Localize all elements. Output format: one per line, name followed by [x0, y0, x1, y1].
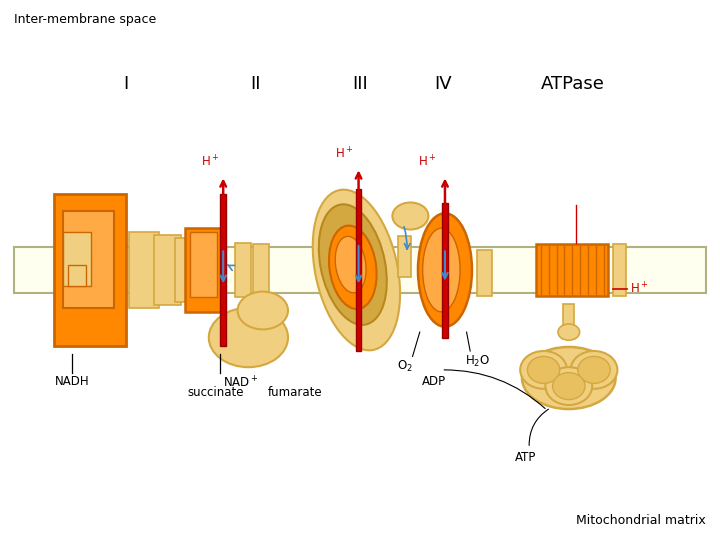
Bar: [129, 232, 159, 308]
Text: NADH: NADH: [55, 375, 89, 388]
Bar: [564, 303, 575, 339]
Ellipse shape: [418, 213, 472, 327]
Ellipse shape: [522, 347, 616, 409]
Bar: [63, 211, 114, 308]
Bar: [14, 247, 706, 293]
Text: fumarate: fumarate: [268, 386, 323, 399]
Text: III: III: [352, 75, 368, 93]
Circle shape: [209, 308, 288, 367]
Ellipse shape: [553, 373, 585, 400]
Ellipse shape: [527, 356, 560, 383]
Text: IV: IV: [434, 75, 451, 93]
Text: ATP: ATP: [515, 451, 536, 464]
Bar: [175, 238, 199, 302]
Ellipse shape: [336, 237, 366, 293]
Circle shape: [392, 202, 428, 230]
Circle shape: [558, 324, 580, 340]
Ellipse shape: [521, 351, 567, 389]
Ellipse shape: [423, 228, 460, 312]
Ellipse shape: [319, 204, 387, 325]
Bar: [154, 235, 181, 305]
Ellipse shape: [577, 356, 611, 383]
Ellipse shape: [546, 367, 593, 405]
Text: succinate: succinate: [188, 386, 244, 399]
Bar: [253, 244, 269, 296]
Bar: [54, 194, 126, 346]
FancyArrowPatch shape: [444, 370, 545, 409]
FancyArrowPatch shape: [529, 409, 549, 445]
Ellipse shape: [571, 351, 618, 389]
Text: Mitochondrial matrix: Mitochondrial matrix: [576, 514, 706, 526]
Bar: [185, 228, 225, 312]
Text: II: II: [251, 75, 261, 93]
Ellipse shape: [329, 226, 377, 309]
Bar: [190, 232, 217, 297]
Text: H$^+$: H$^+$: [418, 155, 436, 170]
Text: I: I: [123, 75, 129, 93]
Bar: [356, 189, 361, 351]
Text: NAD$^+$: NAD$^+$: [223, 375, 258, 390]
Text: H$^+$: H$^+$: [630, 281, 649, 296]
Bar: [477, 249, 492, 296]
Text: ATPase: ATPase: [541, 75, 604, 93]
Text: H$^+$: H$^+$: [335, 147, 354, 162]
Text: O$_2$: O$_2$: [397, 359, 413, 374]
Circle shape: [238, 292, 288, 329]
Bar: [220, 194, 226, 346]
Bar: [63, 232, 91, 286]
Bar: [442, 202, 448, 338]
Text: Inter-membrane space: Inter-membrane space: [14, 14, 157, 26]
Text: H$_2$O: H$_2$O: [465, 354, 490, 369]
Bar: [398, 237, 411, 276]
Bar: [235, 243, 251, 297]
Bar: [536, 244, 608, 296]
Ellipse shape: [312, 190, 400, 350]
Bar: [68, 265, 86, 286]
Text: ADP: ADP: [422, 375, 446, 388]
Bar: [613, 244, 626, 296]
Text: H$^+$: H$^+$: [201, 155, 220, 170]
